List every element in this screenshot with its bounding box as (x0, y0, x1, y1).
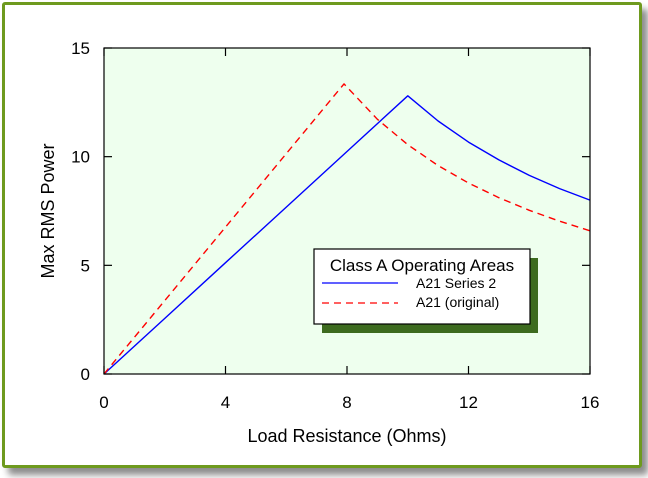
series-layer (103, 83, 591, 375)
x-axis-title: Load Resistance (Ohms) (247, 426, 446, 446)
series-line-a21-series-2 (103, 95, 591, 375)
y-tick-labels: 0 5 10 15 (71, 39, 90, 384)
x-tick-label: 4 (221, 393, 230, 412)
y-axis-title: Max RMS Power (38, 143, 58, 278)
legend-label-a21-series-2: A21 Series 2 (416, 275, 496, 291)
y-tick-label: 0 (81, 365, 90, 384)
legend: Class A Operating Areas A21 Series 2 A21… (313, 248, 538, 333)
x-tick-label: 0 (99, 393, 108, 412)
plot-border (103, 47, 591, 375)
legend-label-a21-original: A21 (original) (416, 294, 499, 310)
y-tick-label: 10 (71, 148, 90, 167)
legend-title: Class A Operating Areas (330, 256, 514, 275)
y-tick-label: 15 (71, 39, 90, 58)
x-tick-label: 16 (581, 393, 600, 412)
legend-box (313, 248, 531, 325)
y-tick-label: 5 (81, 256, 90, 275)
x-tick-label: 8 (342, 393, 351, 412)
series-line-a21-original (103, 83, 591, 375)
x-tick-labels: 0 4 8 12 16 (99, 393, 599, 412)
x-tick-label: 12 (459, 393, 478, 412)
